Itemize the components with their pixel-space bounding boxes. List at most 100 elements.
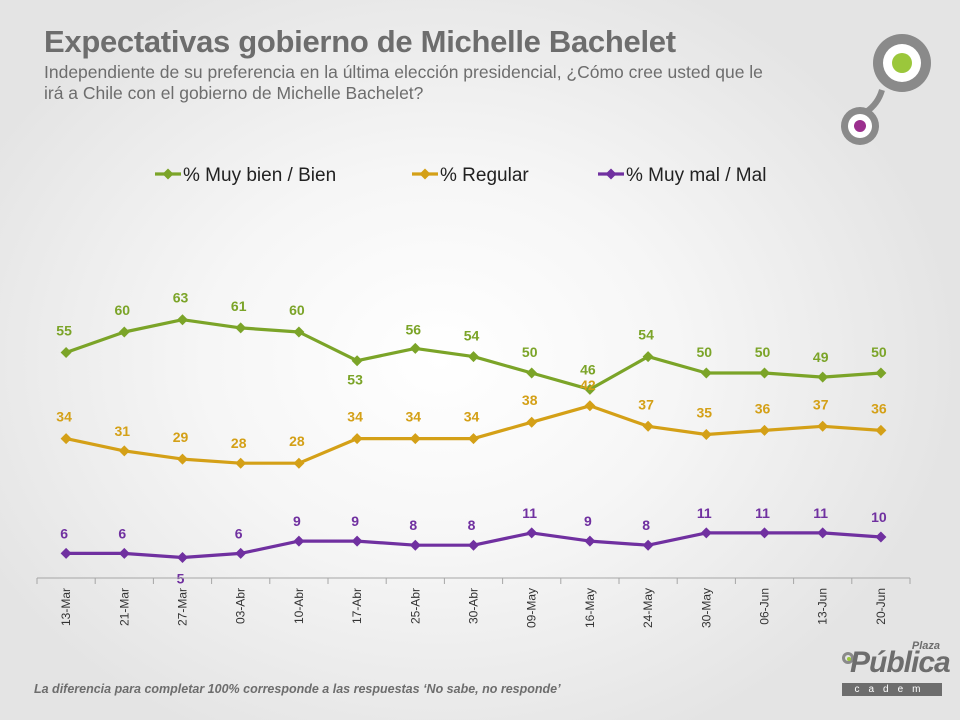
series-1: 55 60 63 61 60 53 56 54 50 46 54 50 50 49 50 — [56, 290, 887, 395]
data-point-marker — [409, 342, 421, 354]
data-label: 50 — [871, 344, 887, 360]
data-point-marker — [293, 457, 305, 469]
brand-dot-icon — [842, 652, 854, 664]
data-label: 28 — [289, 433, 305, 449]
legend-swatch-marker — [162, 168, 174, 180]
data-point-marker — [60, 433, 72, 445]
data-label: 6 — [60, 525, 68, 541]
data-point-marker — [875, 424, 887, 436]
data-label: 37 — [813, 396, 829, 412]
data-point-marker — [642, 539, 654, 551]
data-point-marker — [759, 367, 770, 379]
data-point-marker — [526, 367, 538, 379]
data-label: 28 — [231, 435, 247, 451]
footnote: La diferencia para completar 100% corres… — [34, 682, 561, 696]
data-point-marker — [118, 547, 130, 559]
data-point-marker — [351, 433, 363, 445]
data-point-marker — [60, 347, 72, 358]
data-label: 61 — [231, 298, 247, 314]
data-label: 11 — [813, 505, 828, 521]
plaza-publica-cadem-logo: Plaza Pública cadem — [842, 640, 951, 698]
data-point-marker — [759, 424, 770, 436]
x-tick-label: 10-Abr — [292, 588, 306, 624]
series-3: 66569988119811111110 — [60, 505, 887, 587]
data-point-marker — [584, 383, 596, 395]
data-label: 29 — [173, 429, 189, 445]
series-2: 34 31 29 28 28 34 34 34 38 42 37 35 36 37 36 — [56, 377, 887, 469]
data-point-marker — [700, 527, 712, 539]
x-tick-label: 21-Mar — [117, 588, 131, 626]
data-point-marker — [177, 552, 188, 563]
data-point-marker — [468, 351, 479, 363]
data-label: 6 — [118, 525, 126, 541]
brand-cadem-text: cadem — [842, 683, 942, 696]
legend-label: % Muy bien / Bien — [183, 165, 336, 186]
data-label: 10 — [871, 509, 887, 525]
x-tick-label: 13-Mar — [59, 588, 73, 626]
chart-legend: % Muy bien / Bien % Regular % Muy mal / Ma… — [155, 165, 766, 186]
legend-swatch-marker — [419, 168, 431, 180]
data-label: 11 — [697, 505, 712, 521]
data-label: 9 — [293, 513, 301, 529]
data-point-marker — [177, 314, 188, 326]
legend-item-1: % Muy bien / Bien — [155, 165, 336, 186]
x-tick-label: 03-Abr — [234, 588, 248, 624]
x-tick-label: 30-Abr — [467, 588, 481, 624]
x-tick-label: 20-Jun — [874, 588, 888, 625]
legend-label: % Regular — [440, 165, 529, 186]
data-point-marker — [642, 351, 654, 363]
data-point-marker — [351, 535, 363, 547]
legend-swatch-marker — [605, 168, 617, 180]
data-point-marker — [700, 367, 712, 379]
series-layer: 55 60 63 61 60 53 56 54 50 46 54 50 50 49 50 34 31 29 28 28… — [56, 290, 887, 587]
data-point-marker — [642, 420, 654, 432]
data-label: 54 — [464, 328, 480, 344]
data-label: 38 — [522, 392, 538, 408]
data-label: 11 — [522, 505, 537, 521]
data-point-marker — [584, 400, 596, 412]
data-point-marker — [817, 527, 829, 539]
chart-title: Expectativas gobierno de Michelle Bachel… — [44, 24, 676, 59]
data-point-marker — [468, 539, 479, 551]
data-label: 36 — [755, 400, 771, 416]
data-point-marker — [468, 433, 479, 445]
data-point-marker — [875, 531, 887, 543]
data-point-marker — [817, 371, 829, 383]
data-label: 34 — [56, 409, 72, 425]
data-label: 37 — [638, 396, 654, 412]
data-point-marker — [293, 535, 305, 547]
data-point-marker — [60, 547, 72, 559]
x-tick-label: 13-Jun — [816, 588, 830, 625]
data-label: 56 — [406, 321, 422, 337]
data-label: 8 — [468, 517, 476, 533]
data-point-marker — [817, 420, 829, 432]
legend-label: % Muy mal / Mal — [626, 165, 766, 186]
data-label: 9 — [584, 513, 592, 529]
data-point-marker — [177, 453, 188, 465]
data-label: 46 — [580, 361, 596, 377]
data-point-marker — [526, 527, 538, 539]
line-chart: % Muy bien / Bien % Regular % Muy mal / Ma… — [36, 165, 911, 628]
data-label: 36 — [871, 400, 887, 416]
data-point-marker — [409, 433, 421, 445]
x-tick-label: 25-Abr — [408, 588, 422, 624]
data-point-marker — [351, 355, 363, 367]
data-label: 42 — [580, 377, 596, 393]
x-tick-label: 17-Abr — [350, 588, 364, 624]
data-label: 50 — [697, 344, 713, 360]
data-label: 49 — [813, 349, 829, 365]
brand-publica-text: Pública — [850, 646, 951, 679]
data-label: 54 — [638, 327, 654, 343]
data-label: 9 — [351, 513, 359, 529]
legend-item-2: % Regular — [412, 165, 529, 186]
data-label: 34 — [406, 409, 422, 425]
data-point-marker — [293, 326, 305, 338]
plaza-publica-circles-logo — [841, 34, 931, 145]
data-label: 34 — [347, 409, 363, 425]
data-point-marker — [235, 322, 247, 334]
data-point-marker — [700, 429, 712, 440]
data-point-marker — [584, 535, 596, 547]
data-point-marker — [526, 416, 538, 428]
x-tick-label: 30-May — [699, 588, 713, 628]
data-point-marker — [118, 445, 130, 457]
